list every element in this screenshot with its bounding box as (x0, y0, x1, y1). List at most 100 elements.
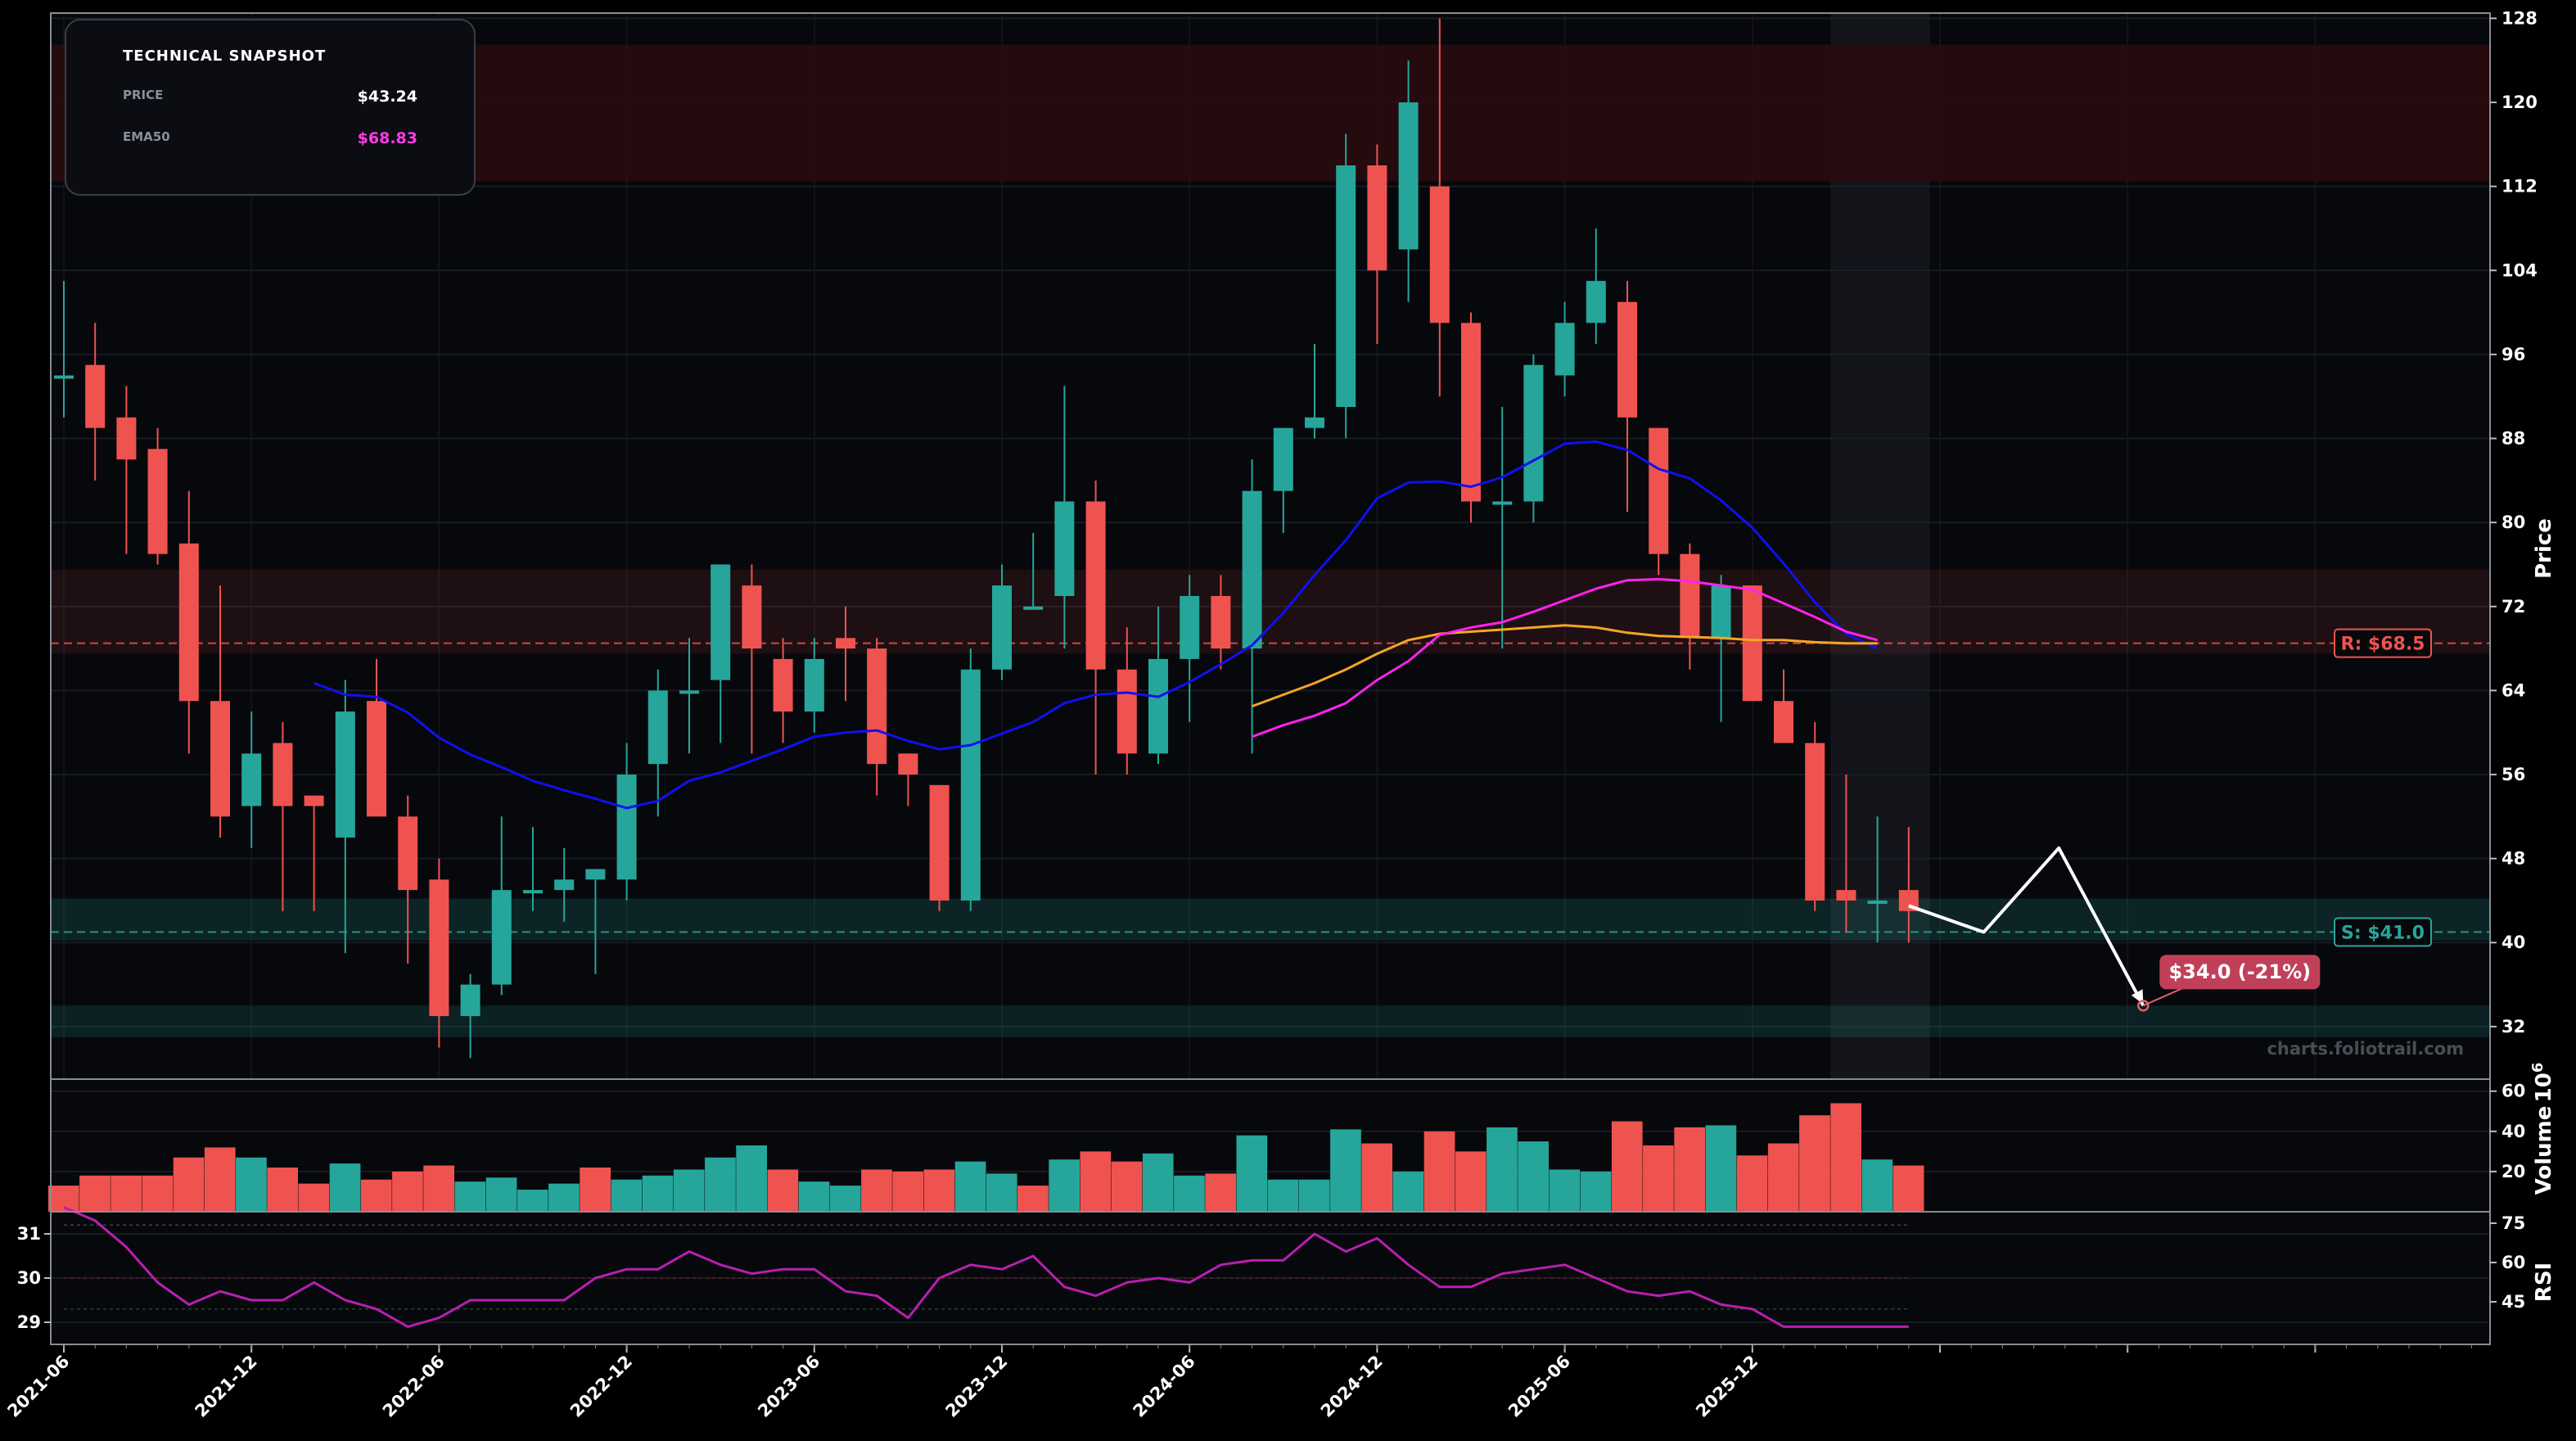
candle (1586, 228, 1606, 345)
candle-body (1211, 595, 1231, 649)
volume-bar (1549, 1169, 1581, 1212)
candle-body (742, 585, 762, 649)
volume-bar (1455, 1151, 1487, 1212)
volume-bar (1799, 1115, 1830, 1212)
price-tick-label: 48 (2502, 849, 2525, 869)
volume-bar (1674, 1127, 1705, 1212)
volume-bar (392, 1171, 423, 1212)
rsi-left-tick-label: 29 (17, 1312, 41, 1332)
volume-bar (47, 1186, 79, 1212)
support-label-box (2334, 917, 2432, 947)
candle-body (867, 648, 887, 765)
volume-bar (580, 1168, 611, 1212)
price-tick-label: 96 (2502, 345, 2525, 364)
snapshot-ema50-value: $68.83 (358, 129, 417, 147)
volume-bar (1017, 1186, 1049, 1212)
candle (585, 869, 606, 974)
volume-bar (1423, 1131, 1455, 1212)
candle (1054, 386, 1075, 649)
candle (1211, 575, 1231, 670)
resistance-label: R: $68.5 (2341, 635, 2425, 655)
volume-bar (861, 1169, 892, 1212)
volume-bar (1205, 1173, 1236, 1212)
candle (1492, 407, 1513, 649)
volume-bar (1580, 1171, 1612, 1212)
candle-body (1805, 743, 1825, 901)
candle (804, 638, 824, 733)
candle (711, 564, 731, 743)
volume-bar (298, 1183, 330, 1212)
candle-body (554, 879, 575, 891)
rsi-right-tick-label: 75 (2502, 1213, 2525, 1233)
volume-bar (517, 1190, 548, 1212)
candle-body (523, 890, 543, 894)
candle-body (804, 658, 824, 712)
snapshot-price-value: $43.24 (358, 88, 417, 106)
volume-bar (79, 1175, 111, 1212)
candle (836, 606, 855, 702)
candle-body (1836, 890, 1856, 901)
rsi-left-tick-label: 31 (17, 1224, 41, 1244)
candle-body (178, 543, 199, 702)
price-axis-title: Price (2532, 518, 2556, 579)
ema-blue-line (314, 440, 1879, 810)
volume-bar (673, 1169, 705, 1212)
candle (1742, 585, 1762, 702)
candle-body (304, 795, 324, 806)
rsi-right-tick-label: 60 (2502, 1253, 2525, 1272)
candle-body (147, 449, 168, 554)
volume-bar (1767, 1143, 1799, 1212)
candle (210, 585, 230, 838)
price-tick-label: 32 (2502, 1017, 2525, 1037)
candle-body (491, 890, 512, 985)
target-label: $34.0 (-21%) (2168, 960, 2311, 983)
candle-body (1554, 323, 1575, 376)
candle-body (1023, 606, 1044, 610)
rsi-panel: 29 30 31 45 60 75 (17, 1206, 2525, 1345)
volume-bar (1330, 1129, 1361, 1212)
forecast-arrowhead (2131, 989, 2144, 1005)
candle-body (367, 701, 386, 817)
candle (1774, 669, 1793, 743)
rsi-axis-title: RSI (2532, 1263, 2556, 1302)
candle (367, 658, 386, 817)
price-tick-label: 72 (2502, 597, 2525, 617)
candle (85, 323, 106, 481)
rsi-line (63, 1206, 1909, 1328)
candle-body (1242, 490, 1262, 649)
candle (54, 281, 74, 418)
candle (1180, 575, 1200, 722)
candle-body (1148, 658, 1168, 754)
volume-bar (611, 1179, 643, 1212)
candle (1273, 427, 1293, 533)
forecast-path (1908, 846, 2145, 1007)
resistance-zone (51, 569, 2490, 654)
candle-body (1586, 281, 1606, 323)
volume-bar (1049, 1159, 1080, 1212)
candle-body (1649, 427, 1669, 554)
volume-bar (485, 1177, 517, 1212)
volume-bar (986, 1173, 1017, 1212)
candle (116, 386, 137, 554)
resistance-label-box (2334, 628, 2432, 658)
volume-bar (829, 1186, 861, 1212)
volume-bar (329, 1163, 361, 1212)
volume-bar (1298, 1179, 1330, 1212)
volume-bar (1893, 1165, 1924, 1212)
volume-bar (423, 1165, 454, 1212)
candle (273, 721, 293, 911)
candle-body (1742, 585, 1762, 702)
candle-body (1429, 186, 1450, 323)
volume-tick-label: 60 (2502, 1082, 2525, 1101)
candle-body (616, 775, 637, 880)
volume-bar (267, 1168, 298, 1212)
volume-bar (1736, 1155, 1768, 1212)
candle-body (1305, 417, 1324, 428)
candle-body (398, 816, 418, 891)
candle (1429, 18, 1450, 397)
candle-body (711, 564, 731, 680)
candle-body (241, 753, 262, 806)
candle-body (1680, 553, 1700, 639)
candle-body (1273, 427, 1293, 491)
candle-body (116, 417, 137, 460)
